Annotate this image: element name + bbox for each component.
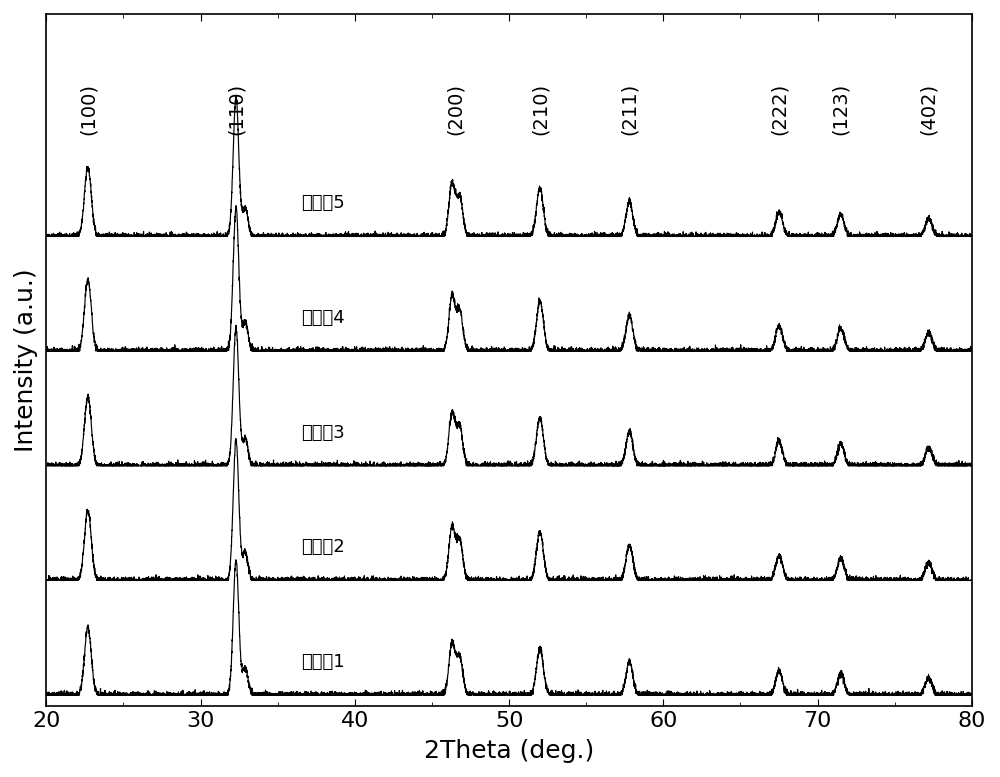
Text: (100): (100)	[78, 83, 97, 135]
Text: (222): (222)	[770, 83, 789, 135]
Text: (402): (402)	[919, 83, 938, 135]
Text: (210): (210)	[530, 83, 549, 135]
Text: 实施例3: 实施例3	[301, 423, 345, 441]
Text: 实施例1: 实施例1	[301, 653, 344, 671]
Text: (211): (211)	[620, 83, 639, 135]
Text: 实施例5: 实施例5	[301, 194, 345, 212]
Text: 实施例4: 实施例4	[301, 308, 345, 327]
X-axis label: 2Theta (deg.): 2Theta (deg.)	[424, 739, 594, 763]
Text: (123): (123)	[831, 83, 850, 135]
Text: (110): (110)	[226, 83, 245, 135]
Text: (200): (200)	[446, 83, 465, 135]
Text: 实施例2: 实施例2	[301, 538, 345, 556]
Y-axis label: Intensity (a.u.): Intensity (a.u.)	[14, 268, 38, 451]
